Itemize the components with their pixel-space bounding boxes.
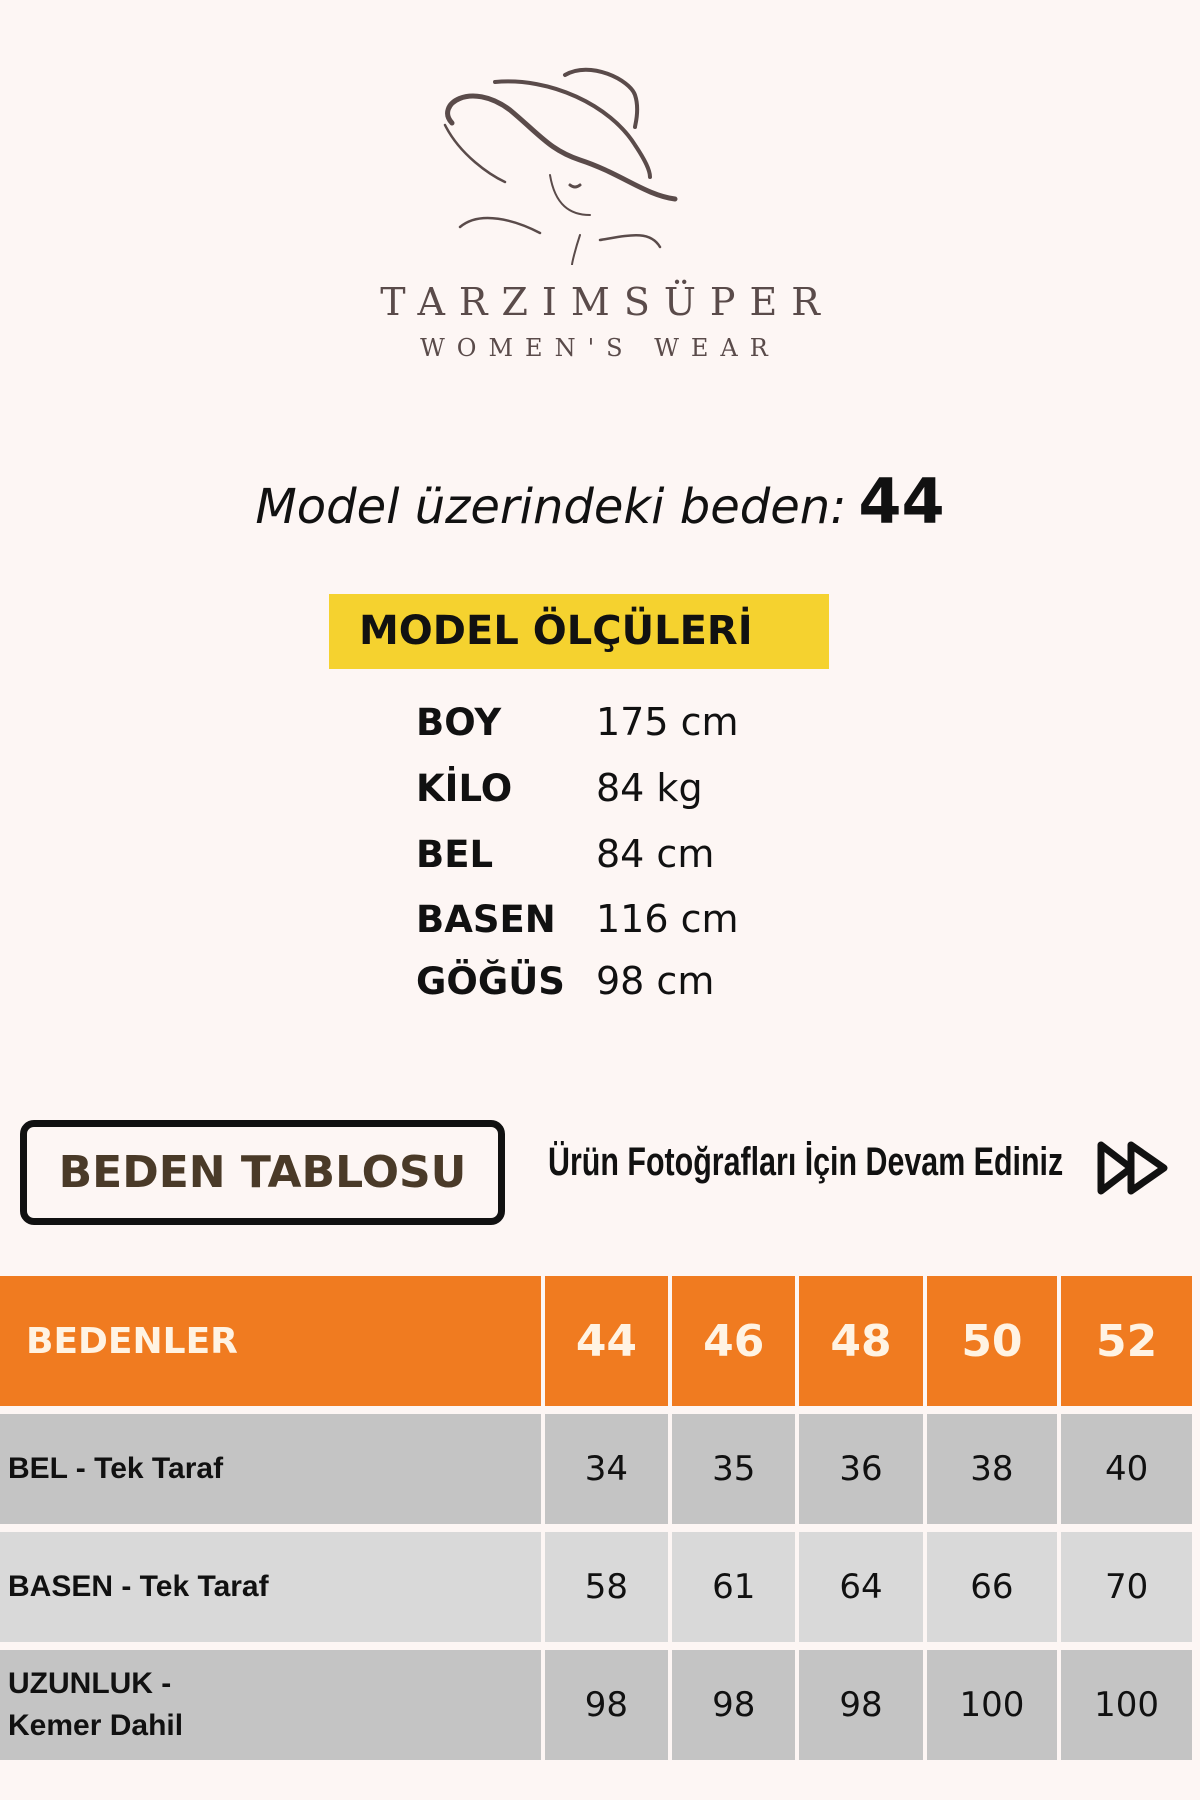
table-cell: 40 [1061, 1414, 1192, 1524]
table-row: BASEN - Tek Taraf 58 61 64 66 70 [0, 1532, 1192, 1642]
table-cell: 100 [1061, 1650, 1192, 1760]
measurement-row: GÖĞÜS 98 cm [416, 951, 714, 1011]
table-row: UZUNLUK - Kemer Dahil 98 98 98 100 100 [0, 1650, 1192, 1760]
measurement-row: BOY 175 cm [416, 692, 739, 752]
table-cell: 64 [799, 1532, 923, 1642]
brand-name: TARZIMSÜPER [380, 280, 834, 324]
model-measurements-title: MODEL ÖLÇÜLERİ [329, 594, 829, 669]
measurement-row: BEL 84 cm [416, 824, 714, 884]
measurement-label: GÖĞÜS [416, 959, 565, 1003]
continue-link[interactable]: Ürün Fotoğrafları İçin Devam Ediniz [548, 1140, 1064, 1184]
model-size-label: Model üzerindeki beden: [255, 479, 847, 535]
table-header-cell: 44 [544, 1276, 669, 1406]
table-header-cell: 48 [799, 1276, 923, 1406]
size-chart-button[interactable]: BEDEN TABLOSU [20, 1120, 505, 1225]
measurement-value: 116 cm [596, 897, 739, 941]
table-header-row: BEDENLER 44 46 48 50 52 [0, 1276, 1192, 1406]
table-cell: 36 [799, 1414, 923, 1524]
table-header-cell: 52 [1061, 1276, 1192, 1406]
table-header-cell: 50 [926, 1276, 1058, 1406]
table-cell: 38 [926, 1414, 1058, 1524]
table-cell: 98 [672, 1650, 796, 1760]
table-cell: 98 [544, 1650, 669, 1760]
table-cell: 98 [799, 1650, 923, 1760]
measurement-row: BASEN 116 cm [416, 889, 739, 949]
model-size-value: 44 [858, 465, 945, 538]
table-cell: 66 [926, 1532, 1058, 1642]
table-cell: 34 [544, 1414, 669, 1524]
row-label: UZUNLUK - Kemer Dahil [0, 1650, 541, 1760]
table-cell: 35 [672, 1414, 796, 1524]
brand-tagline: WOMEN'S WEAR [420, 334, 780, 362]
table-cell: 61 [672, 1532, 796, 1642]
measurement-row: KİLO 84 kg [416, 758, 703, 818]
table-header-cell: 46 [672, 1276, 796, 1406]
measurement-value: 84 kg [596, 766, 703, 810]
measurement-value: 84 cm [596, 832, 715, 876]
table-cell: 100 [926, 1650, 1058, 1760]
woman-in-hat-logo [443, 67, 678, 265]
measurement-label: BASEN [416, 897, 556, 941]
row-label: BASEN - Tek Taraf [0, 1532, 541, 1642]
measurement-value: 175 cm [596, 700, 739, 744]
measurement-label: BOY [416, 700, 502, 744]
row-label: BEL - Tek Taraf [0, 1414, 541, 1524]
measurement-value: 98 cm [596, 959, 715, 1003]
table-row: BEL - Tek Taraf 34 35 36 38 40 [0, 1414, 1192, 1524]
table-cell: 70 [1061, 1532, 1192, 1642]
model-size-line: Model üzerindeki beden: 44 [0, 465, 1200, 538]
table-cell: 58 [544, 1532, 669, 1642]
row-label-line: UZUNLUK - [8, 1667, 172, 1700]
row-label-line: Kemer Dahil [8, 1709, 184, 1742]
measurement-label: BEL [416, 832, 494, 876]
table-header-cell: BEDENLER [0, 1276, 541, 1406]
fast-forward-icon[interactable] [1096, 1140, 1172, 1196]
size-table: BEDENLER 44 46 48 50 52 BEL - Tek Taraf … [0, 1268, 1196, 1768]
measurement-label: KİLO [416, 766, 513, 810]
